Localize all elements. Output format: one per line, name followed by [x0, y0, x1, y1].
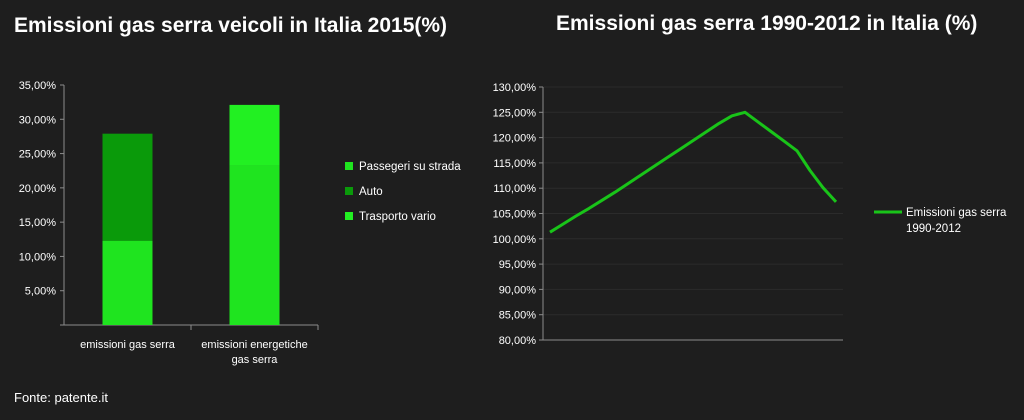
bar-legend-label: Trasporto vario — [359, 211, 436, 223]
bar-legend-label: Passegeri su strada — [359, 161, 461, 173]
line-y-tick-label: 110,00% — [493, 183, 536, 195]
bar-legend-swatch — [345, 187, 353, 195]
line-y-tick-label: 90,00% — [499, 284, 537, 296]
line-y-tick-label: 115,00% — [493, 158, 536, 170]
bar-segment-2 — [102, 133, 153, 241]
line-y-tick-label: 85,00% — [499, 310, 537, 322]
bar-y-tick-label: 30,00% — [19, 114, 57, 126]
bar-y-tick-label: 20,00% — [19, 183, 57, 195]
line-series-1 — [549, 110, 838, 234]
line-y-tick-label: 95,00% — [499, 259, 537, 271]
line-y-tick-label: 105,00% — [493, 209, 537, 221]
bar-segment-1 — [102, 240, 153, 325]
bar-legend-swatch — [345, 162, 353, 170]
line-y-tick-label: 80,00% — [499, 335, 537, 347]
bar-legend-swatch — [345, 212, 353, 220]
bar-y-tick-label: 35,00% — [19, 80, 57, 92]
line-y-tick-label: 100,00% — [493, 234, 537, 246]
bar-chart-title: Emissioni gas serra veicoli in Italia 20… — [14, 14, 448, 37]
source-note: Fonte: patente.it — [14, 390, 108, 405]
line-y-tick-label: 120,00% — [493, 133, 537, 145]
line-legend-label: Emissioni gas serra — [906, 207, 1007, 219]
line-y-tick-label: 130,00% — [493, 82, 537, 94]
bar-segment-3 — [229, 104, 280, 166]
bar-category-label: emissioni energetiche — [201, 339, 307, 351]
bar-legend-label: Auto — [359, 186, 383, 198]
bar-y-tick-label: 10,00% — [19, 251, 57, 263]
line-legend-label: 1990-2012 — [906, 223, 961, 235]
bar-y-tick-label: 25,00% — [19, 149, 57, 161]
line-chart-title: Emissioni gas serra 1990-2012 in Italia … — [556, 12, 978, 35]
bar-segment-1 — [229, 165, 280, 325]
line-y-tick-label: 125,00% — [493, 107, 537, 119]
bar-y-tick-label: 5,00% — [25, 286, 56, 298]
bar-category-label: gas serra — [232, 354, 279, 366]
bar-y-tick-label: 15,00% — [19, 217, 57, 229]
bar-category-label: emissioni gas serra — [80, 339, 176, 351]
